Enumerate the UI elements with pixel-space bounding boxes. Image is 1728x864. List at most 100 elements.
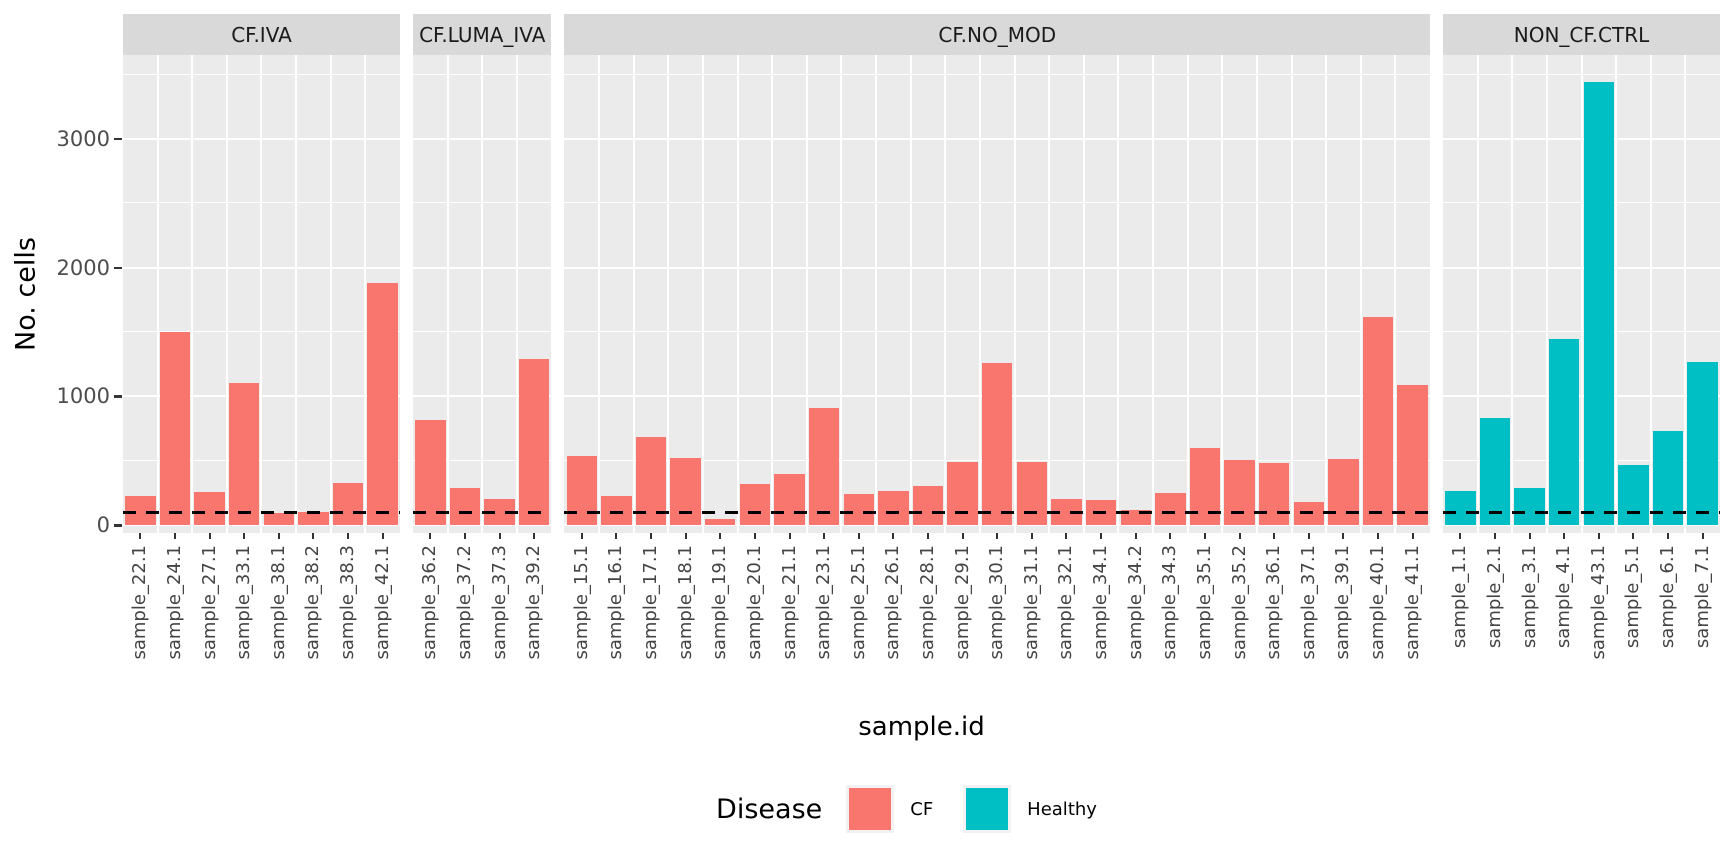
gridline-v [805,55,808,533]
x-tick-label: sample_22.1 [129,545,151,660]
gridline-v [1394,55,1397,533]
facet-strip-label: CF.LUMA_IVA [419,22,546,47]
x-tick [1273,533,1276,539]
x-tick [139,533,142,539]
gridline-v [1255,55,1258,533]
gridline-v [1649,55,1652,533]
bar [518,358,550,525]
x-tick-label: sample_20.1 [743,545,765,660]
facet-strip-label: CF.IVA [231,22,292,47]
x-tick [996,533,999,539]
x-tick-label: sample_29.1 [951,545,973,660]
gridline-v [329,55,332,533]
x-tick-label: sample_39.2 [523,545,545,660]
facet-CF.LUMA_IVA: CF.LUMA_IVA sample_36.2 sample_37.2 sample_… [412,14,552,681]
gridline-v [875,55,878,533]
gridline-v [909,55,912,533]
gridline-v [1290,55,1293,533]
x-tick-label: sample_35.1 [1193,545,1215,660]
x-tick [173,533,176,539]
x-tick-label: sample_16.1 [605,545,627,660]
bar [194,492,225,525]
facet-strip: CF.LUMA_IVA [412,14,552,55]
x-tick [312,533,315,539]
bar [228,383,260,525]
x-tick-label: sample_43.1 [1587,545,1609,660]
x-tick-label: sample_27.1 [198,545,220,660]
x-tick-label: sample_34.3 [1159,545,1181,660]
gridline-v [1580,55,1583,533]
x-tick [788,533,791,539]
gridline-v [1186,55,1189,533]
x-tick-label: sample_26.1 [882,545,904,660]
x-tick [1203,533,1206,539]
gridline-v [632,55,635,533]
bar [774,474,805,525]
x-tick [498,533,501,539]
x-tick [823,533,826,539]
x-tick-label: sample_34.1 [1090,545,1112,660]
x-tick-label: sample_7.1 [1691,545,1713,649]
bar [159,331,191,525]
x-tick-label: sample_3.1 [1518,545,1540,649]
x-tick-label: sample_1.1 [1449,545,1471,649]
facets: CF.IVA sample_22.1 sample_24.1 sample_27.1 s… [123,14,1721,681]
facet-panel [123,55,400,533]
bar [739,483,771,525]
x-tick [753,533,756,539]
gridline-v [191,55,194,533]
facet-strip-label: CF.NO_MOD [938,22,1057,47]
bar [298,512,329,525]
facet-NON_CF.CTRL: NON_CF.CTRL sample_1.1 sample_2.1 sample_3.… [1443,14,1721,681]
bar [1016,461,1048,525]
gridline-v [295,55,298,533]
bar [1618,465,1649,525]
bar [415,420,446,525]
x-tick-label: sample_30.1 [986,545,1008,660]
y-tick-label: 0 [96,513,110,537]
x-tick [347,533,350,539]
gridline-v [667,55,670,533]
gridline-v [1684,55,1687,533]
gridline-h-minor [564,202,1431,204]
x-tick [650,533,653,539]
legend-label: Healthy [1027,798,1097,820]
x-tick [1411,533,1414,539]
x-tick [208,533,211,539]
x-tick [1238,533,1241,539]
gridline-v [156,55,159,533]
x-axis-title: sample.id [858,712,985,742]
x-axis-labels: sample_1.1 sample_2.1 sample_3.1 sample_4.1… [1443,541,1720,681]
x-tick-label: sample_36.1 [1263,545,1285,660]
x-ticks [413,533,551,541]
x-tick-label: sample_18.1 [674,545,696,660]
facet-strip-label: NON_CF.CTRL [1513,22,1650,47]
x-tick [1597,533,1600,539]
x-tick [463,533,466,539]
bar [878,490,909,525]
gridline-h-minor [564,330,1431,332]
x-tick [1134,533,1137,539]
gridline-v [1476,55,1479,533]
gridline-v [1048,55,1051,533]
bar [1258,463,1290,525]
x-tick [580,533,583,539]
x-tick-label: sample_37.3 [488,545,510,660]
x-tick-label: sample_35.2 [1228,545,1250,660]
x-tick-label: sample_23.1 [813,545,835,660]
x-tick [857,533,860,539]
x-tick [1342,533,1345,539]
gridline-v [771,55,774,533]
bar [1687,362,1718,525]
legend-key-healthy [963,785,1012,833]
x-tick-label: sample_6.1 [1657,545,1679,649]
x-tick [1563,533,1566,539]
bar [670,458,701,525]
bar [1224,460,1255,525]
x-tick-label: sample_28.1 [917,545,938,660]
x-tick-label: sample_37.1 [1297,545,1319,660]
gridline-v [598,55,601,533]
bar [566,456,597,525]
gridline-v [1511,55,1514,533]
x-tick-label: sample_38.2 [302,545,324,660]
